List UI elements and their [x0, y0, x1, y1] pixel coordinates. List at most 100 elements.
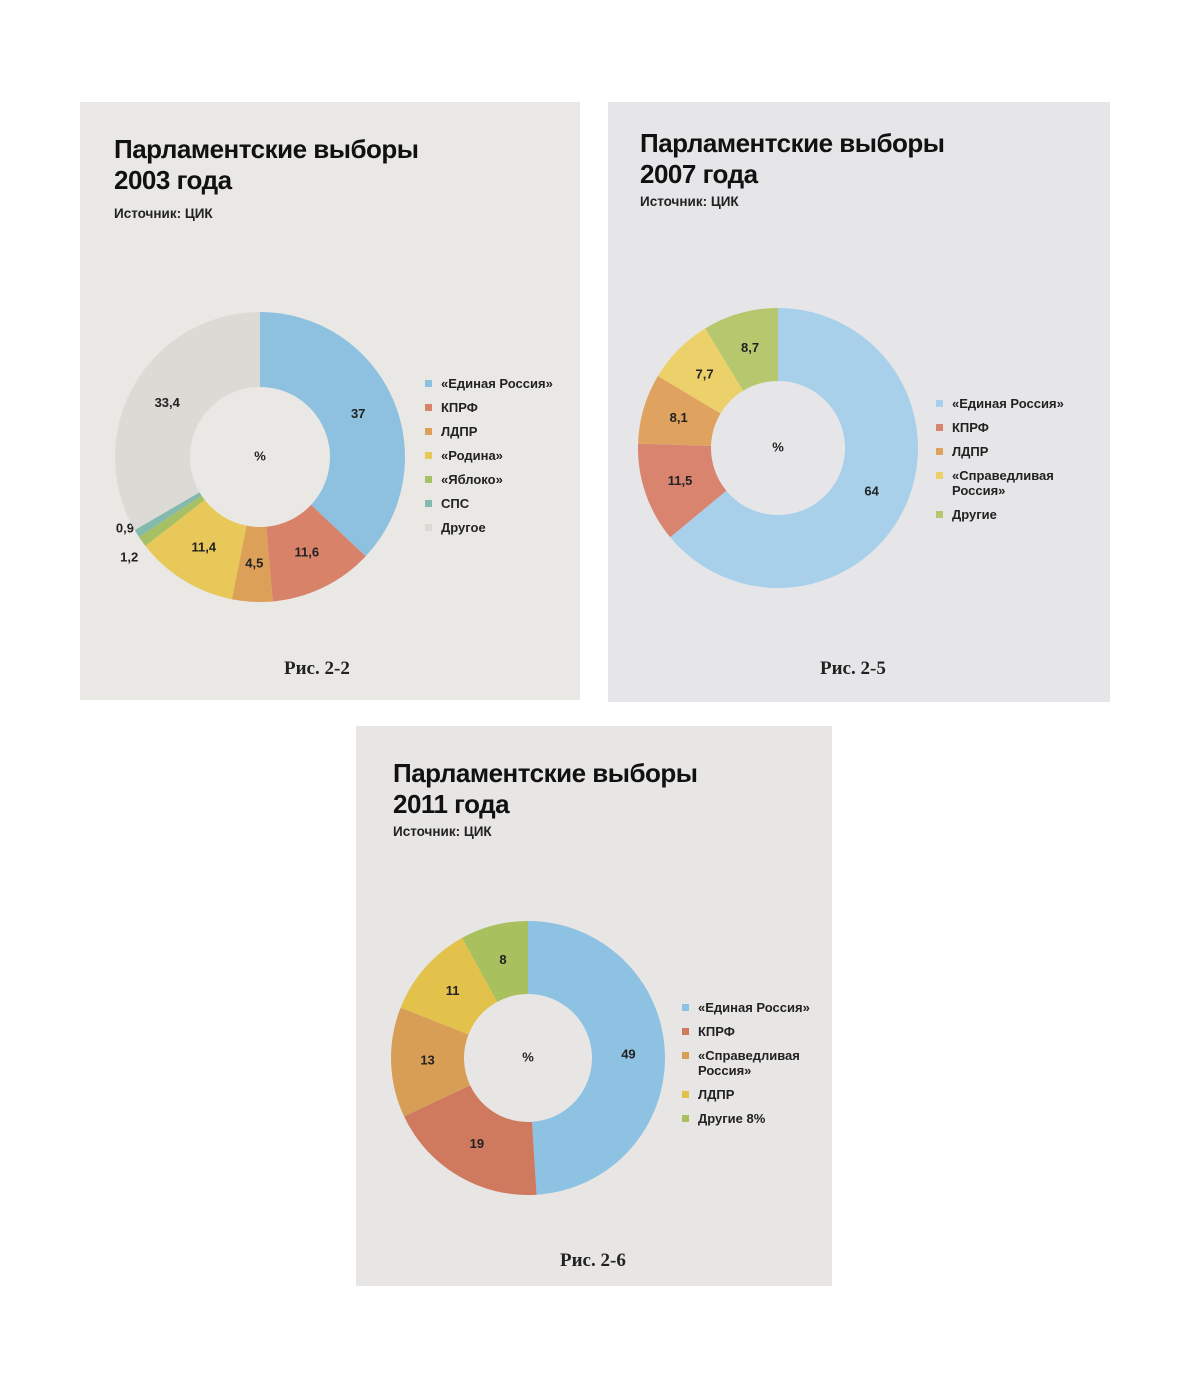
donut-chart: 64 11,5 8,1 7,7 8,7%	[638, 308, 918, 589]
slice-value-label: 7,7	[696, 366, 714, 381]
slice-value-label: 11,4	[192, 539, 217, 554]
figure-caption: Рис. 2-6	[560, 1250, 626, 1271]
legend-item: «Справедливая Россия»	[936, 468, 1064, 498]
donut-chart: 49 19 13 11 8%	[391, 921, 666, 1195]
legend-swatch	[936, 400, 943, 407]
chart-panel-2003: Парламентские выборы 2003 года Источник:…	[80, 102, 580, 700]
legend-item: «Справедливая Россия»	[682, 1048, 810, 1078]
chart-source: Источник: ЦИК	[114, 206, 213, 221]
slice-value-label: 11,5	[668, 473, 693, 488]
legend-item: ЛДПР	[682, 1087, 810, 1102]
slice-value-label: 19	[470, 1136, 484, 1151]
chart-panel-2007: Парламентские выборы 2007 года Источник:…	[608, 102, 1110, 702]
legend-item: Другое	[425, 520, 553, 535]
donut-slice	[705, 308, 778, 391]
legend-swatch	[682, 1052, 689, 1059]
donut-slice	[260, 312, 405, 557]
donut-slice	[231, 525, 273, 602]
chart-source: Источник: ЦИК	[640, 194, 739, 209]
legend-swatch	[682, 1115, 689, 1122]
slice-value-label: 11,6	[294, 545, 319, 560]
donut-slice	[134, 492, 202, 537]
legend-swatch	[425, 452, 432, 459]
chart-legend: «Единая Россия» КПРФ ЛДПР «Справедливая Рос…	[936, 396, 1064, 531]
donut-slice	[528, 921, 666, 1195]
slice-value-label: 64	[864, 484, 879, 499]
figure-caption: Рис. 2-5	[820, 658, 886, 679]
legend-label: КПРФ	[441, 400, 478, 415]
legend-swatch	[425, 404, 432, 411]
chart-title: Парламентские выборы 2003 года	[114, 134, 419, 195]
legend-label: «Единая Россия»	[952, 396, 1064, 411]
legend-item: «Единая Россия»	[936, 396, 1064, 411]
legend-label: «Единая Россия»	[698, 1000, 810, 1015]
donut-slice	[145, 499, 247, 600]
donut-slice	[638, 375, 721, 446]
center-unit-label: %	[522, 1049, 534, 1064]
legend-swatch	[936, 448, 943, 455]
slice-value-label: 8,1	[670, 410, 688, 425]
slice-value-label: 11	[446, 983, 460, 998]
legend-label: ЛДПР	[441, 424, 478, 439]
legend-swatch	[936, 511, 943, 518]
legend-label: «Справедливая Россия»	[952, 468, 1054, 498]
legend-swatch	[936, 472, 943, 479]
legend-swatch	[425, 524, 432, 531]
donut-slice	[461, 921, 528, 1002]
legend-label: «Яблоко»	[441, 472, 503, 487]
chart-legend: «Единая Россия» КПРФ ЛДПР «Родина» «Яблоко» С…	[425, 376, 553, 544]
donut-slice	[266, 504, 366, 602]
chart-legend: «Единая Россия» КПРФ «Справедливая Россия»…	[682, 1000, 810, 1135]
chart-source: Источник: ЦИК	[393, 824, 492, 839]
donut-slice	[404, 1085, 537, 1195]
legend-item: «Родина»	[425, 448, 553, 463]
legend-swatch	[425, 500, 432, 507]
center-unit-label: %	[772, 439, 784, 454]
slice-value-label: 8	[499, 952, 506, 967]
legend-swatch	[682, 1091, 689, 1098]
legend-label: «Единая Россия»	[441, 376, 553, 391]
legend-label: ЛДПР	[952, 444, 989, 459]
figure-caption: Рис. 2-2	[284, 658, 350, 679]
legend-item: «Единая Россия»	[682, 1000, 810, 1015]
chart-title: Парламентские выборы 2011 года	[393, 758, 698, 819]
donut-slice	[657, 328, 744, 414]
donut-chart: 37 11,6 4,5 11,4 1,2 0,9 33,4%	[114, 312, 405, 602]
chart-title: Парламентские выборы 2007 года	[640, 128, 945, 189]
slice-value-label: 8,7	[741, 340, 759, 355]
legend-swatch	[425, 380, 432, 387]
legend-label: Другие	[952, 507, 997, 522]
legend-item: КПРФ	[936, 420, 1064, 435]
legend-swatch	[425, 476, 432, 483]
donut-slice	[400, 937, 498, 1035]
legend-swatch	[682, 1028, 689, 1035]
legend-item: КПРФ	[682, 1024, 810, 1039]
legend-label: Другое	[441, 520, 486, 535]
legend-swatch	[425, 428, 432, 435]
legend-item: ЛДПР	[425, 424, 553, 439]
legend-item: КПРФ	[425, 400, 553, 415]
slice-value-label: 37	[351, 406, 365, 421]
slice-value-label: 49	[621, 1046, 635, 1061]
donut-slice	[670, 308, 918, 589]
legend-item: «Единая Россия»	[425, 376, 553, 391]
slice-value-label: 4,5	[245, 555, 263, 570]
slice-value-label: 13	[420, 1053, 434, 1068]
legend-item: СПС	[425, 496, 553, 511]
legend-item: «Яблоко»	[425, 472, 553, 487]
legend-swatch	[682, 1004, 689, 1011]
donut-slice	[391, 1007, 471, 1117]
legend-swatch	[936, 424, 943, 431]
chart-panel-2011: Парламентские выборы 2011 года Источник:…	[356, 726, 832, 1286]
slice-value-label: 0,9	[116, 521, 134, 536]
donut-slice	[638, 443, 727, 538]
legend-label: «Родина»	[441, 448, 503, 463]
slice-value-label: 1,2	[120, 549, 138, 564]
legend-label: КПРФ	[698, 1024, 735, 1039]
legend-label: КПРФ	[952, 420, 989, 435]
legend-item: Другие 8%	[682, 1111, 810, 1126]
center-unit-label: %	[254, 448, 266, 463]
legend-item: ЛДПР	[936, 444, 1064, 459]
legend-label: СПС	[441, 496, 470, 511]
donut-slice	[139, 495, 205, 546]
